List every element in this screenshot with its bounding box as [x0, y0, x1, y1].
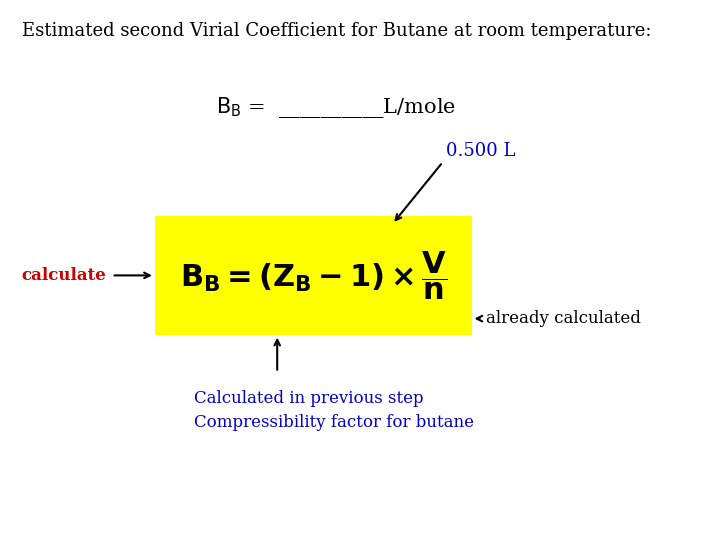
Text: Estimated second Virial Coefficient for Butane at room temperature:: Estimated second Virial Coefficient for … [22, 22, 651, 39]
FancyBboxPatch shape [155, 216, 472, 335]
Text: calculate: calculate [22, 267, 107, 284]
Text: $\mathbf{B_B = (Z_B - 1) \times \dfrac{V}{n}}$: $\mathbf{B_B = (Z_B - 1) \times \dfrac{V… [179, 249, 447, 302]
Text: $\mathrm{B_B}$ =  __________L/mole: $\mathrm{B_B}$ = __________L/mole [216, 96, 456, 120]
Text: Calculated in previous step
Compressibility factor for butane: Calculated in previous step Compressibil… [194, 390, 474, 431]
Text: 0.500 L: 0.500 L [446, 142, 516, 160]
Text: already calculated: already calculated [486, 310, 641, 327]
